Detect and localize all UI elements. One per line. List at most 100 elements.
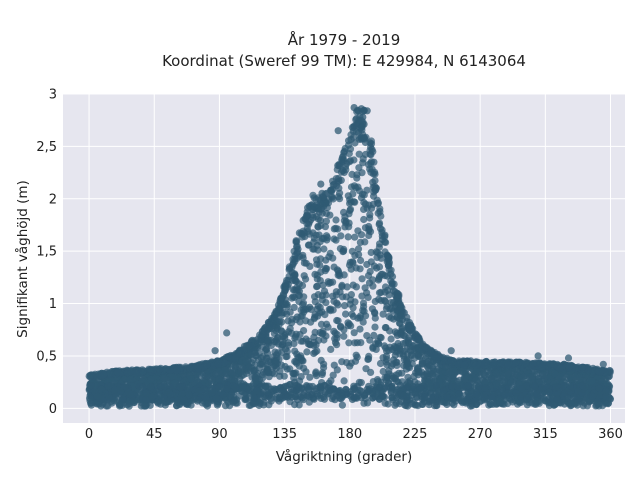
- data-point: [148, 393, 156, 401]
- data-point: [357, 256, 365, 265]
- data-point: [322, 291, 330, 299]
- data-point: [505, 383, 513, 391]
- data-point: [280, 372, 288, 380]
- data-point: [353, 339, 361, 347]
- data-point: [314, 222, 322, 230]
- data-point: [160, 382, 169, 390]
- data-point: [399, 384, 407, 393]
- data-point: [260, 327, 269, 335]
- data-point: [318, 330, 326, 338]
- data-point: [579, 381, 587, 389]
- data-point: [147, 375, 155, 383]
- data-point: [317, 180, 325, 188]
- data-point: [173, 367, 181, 375]
- data-point: [265, 321, 274, 329]
- data-point: [381, 283, 390, 291]
- data-point: [211, 347, 219, 355]
- data-point: [332, 216, 340, 224]
- data-point: [212, 394, 220, 402]
- data-point: [284, 317, 292, 325]
- data-point: [330, 297, 338, 305]
- data-point: [326, 211, 334, 219]
- data-point: [347, 392, 355, 400]
- data-point: [333, 331, 341, 339]
- data-point: [347, 183, 356, 191]
- x-axis-label: Vågriktning (grader): [276, 448, 413, 465]
- data-point: [358, 126, 366, 134]
- data-point: [334, 161, 342, 170]
- data-point: [312, 256, 321, 264]
- data-point: [371, 168, 379, 176]
- data-point: [286, 308, 294, 316]
- data-point: [548, 360, 556, 368]
- data-point: [280, 387, 288, 395]
- data-point: [275, 305, 283, 313]
- data-point: [428, 396, 436, 404]
- data-point: [387, 304, 395, 312]
- data-point: [341, 302, 349, 310]
- data-point: [334, 317, 342, 325]
- data-point: [285, 266, 293, 274]
- data-point: [299, 227, 307, 235]
- data-point: [305, 385, 313, 393]
- data-point: [402, 365, 411, 373]
- data-point: [442, 363, 450, 371]
- data-point: [367, 248, 375, 257]
- data-point: [307, 305, 315, 313]
- data-point: [292, 369, 300, 377]
- data-point: [375, 243, 383, 251]
- data-point: [358, 275, 366, 283]
- data-point: [320, 360, 328, 368]
- data-point: [517, 374, 525, 382]
- data-point: [400, 309, 408, 317]
- data-point: [194, 396, 203, 404]
- data-point: [104, 402, 112, 410]
- data-point: [357, 379, 365, 387]
- data-point: [106, 370, 114, 378]
- data-point: [315, 231, 323, 239]
- data-point: [333, 341, 341, 349]
- data-point: [180, 395, 188, 404]
- data-point: [314, 291, 322, 299]
- data-point: [86, 373, 94, 381]
- data-point: [307, 318, 315, 326]
- data-point: [295, 280, 303, 288]
- data-point: [464, 381, 472, 390]
- data-point: [345, 339, 353, 347]
- data-point: [414, 335, 422, 343]
- data-point: [375, 289, 384, 297]
- scatter-points: [85, 104, 615, 410]
- data-point: [293, 350, 301, 358]
- data-point: [366, 211, 374, 219]
- data-point: [340, 247, 348, 255]
- data-point: [351, 251, 359, 259]
- data-point: [383, 373, 391, 381]
- data-point: [294, 248, 302, 256]
- data-point: [354, 392, 363, 400]
- data-point: [274, 334, 282, 342]
- data-point: [246, 342, 254, 350]
- data-point: [194, 361, 202, 369]
- data-point: [350, 384, 358, 392]
- data-point: [326, 305, 335, 313]
- data-point: [487, 400, 495, 408]
- data-point: [215, 383, 223, 391]
- x-axis-ticks: 0 45 90 135 180 225 270 315 360: [85, 427, 623, 442]
- data-point: [379, 367, 387, 376]
- data-point: [354, 183, 362, 191]
- data-point: [395, 400, 404, 408]
- data-point: [411, 389, 419, 397]
- data-point: [327, 345, 335, 353]
- data-point: [366, 267, 374, 276]
- data-point: [478, 359, 486, 367]
- data-point: [522, 358, 530, 366]
- data-point: [225, 353, 233, 361]
- data-point: [354, 245, 363, 253]
- data-point: [176, 383, 185, 391]
- data-point: [329, 177, 337, 185]
- x-tick-label: 270: [468, 427, 493, 442]
- data-point: [381, 248, 389, 256]
- data-point: [231, 383, 239, 392]
- x-tick-label: 90: [211, 427, 228, 442]
- data-point: [310, 333, 318, 341]
